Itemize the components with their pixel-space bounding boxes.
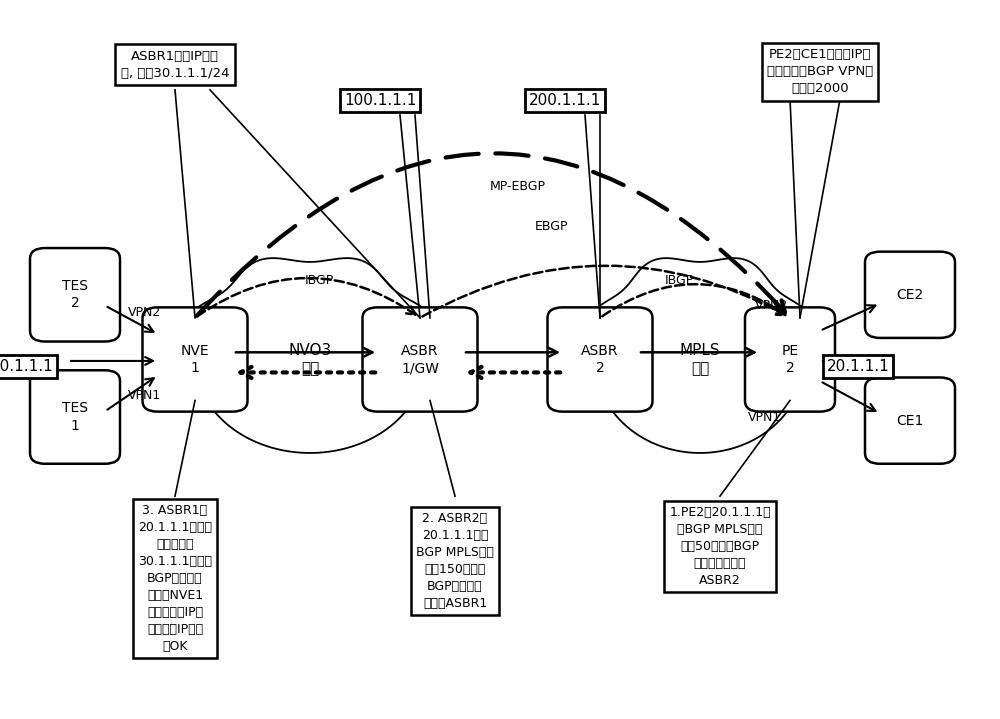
Text: 3. ASBR1为
20.1.1.1分配本
地ＩＰ地址
30.1.1.1，通过
BGP标签路由
通告给NVE1
示例为公网IP地
址，私网IP地址
也OK: 3. ASBR1为 20.1.1.1分配本 地ＩＰ地址 30.1.1.1，通过 … — [138, 504, 212, 654]
Text: ASBR1本地IP地址
池, 例如30.1.1.1/24: ASBR1本地IP地址 池, 例如30.1.1.1/24 — [121, 50, 229, 80]
Text: CE1: CE1 — [896, 413, 924, 428]
FancyBboxPatch shape — [30, 248, 120, 342]
Polygon shape — [185, 258, 435, 453]
Text: PE
2: PE 2 — [781, 344, 799, 375]
FancyBboxPatch shape — [745, 308, 835, 411]
Text: NVO3
网络: NVO3 网络 — [288, 343, 332, 376]
Text: 20.1.1.1: 20.1.1.1 — [827, 360, 889, 374]
Text: NVE
1: NVE 1 — [181, 344, 209, 375]
Text: ASBR
1/GW: ASBR 1/GW — [401, 344, 439, 375]
Text: IBGP: IBGP — [665, 274, 694, 287]
Text: ASBR
2: ASBR 2 — [581, 344, 619, 375]
Text: 1.PE2为20.1.1.1分
配BGP MPLS公网
标签50，通过BGP
标签路由通告给
ASBR2: 1.PE2为20.1.1.1分 配BGP MPLS公网 标签50，通过BGP 标… — [669, 506, 771, 587]
FancyBboxPatch shape — [362, 308, 478, 411]
Text: VPN2: VPN2 — [755, 299, 789, 312]
Text: IBGP: IBGP — [305, 274, 334, 287]
Polygon shape — [586, 258, 814, 453]
Text: 2. ASBR2为
20.1.1.1分配
BGP MPLS公网
标签150，通告
BGP标签路由
通告给ASBR1: 2. ASBR2为 20.1.1.1分配 BGP MPLS公网 标签150，通告… — [416, 512, 494, 610]
Text: MP-EBGP: MP-EBGP — [490, 180, 546, 193]
FancyBboxPatch shape — [865, 377, 955, 464]
Text: CE2: CE2 — [896, 288, 924, 302]
Text: TES
2: TES 2 — [62, 279, 88, 311]
FancyBboxPatch shape — [143, 308, 248, 411]
FancyBboxPatch shape — [30, 370, 120, 464]
FancyBboxPatch shape — [548, 308, 652, 411]
Text: MPLS
网络: MPLS 网络 — [680, 343, 720, 376]
Text: VPN1: VPN1 — [748, 411, 782, 423]
Text: 10.1.1.1: 10.1.1.1 — [0, 360, 53, 374]
FancyBboxPatch shape — [865, 252, 955, 338]
Text: 100.1.1.1: 100.1.1.1 — [344, 93, 416, 108]
Text: 200.1.1.1: 200.1.1.1 — [529, 93, 601, 108]
Text: VPN1: VPN1 — [128, 389, 162, 402]
Text: VPN2: VPN2 — [128, 306, 162, 319]
Text: PE2为CE1通告的IP地
址前缀分配BGP VPN私
网标签2000: PE2为CE1通告的IP地 址前缀分配BGP VPN私 网标签2000 — [767, 48, 873, 96]
Text: EBGP: EBGP — [535, 220, 568, 233]
Text: TES
1: TES 1 — [62, 401, 88, 433]
